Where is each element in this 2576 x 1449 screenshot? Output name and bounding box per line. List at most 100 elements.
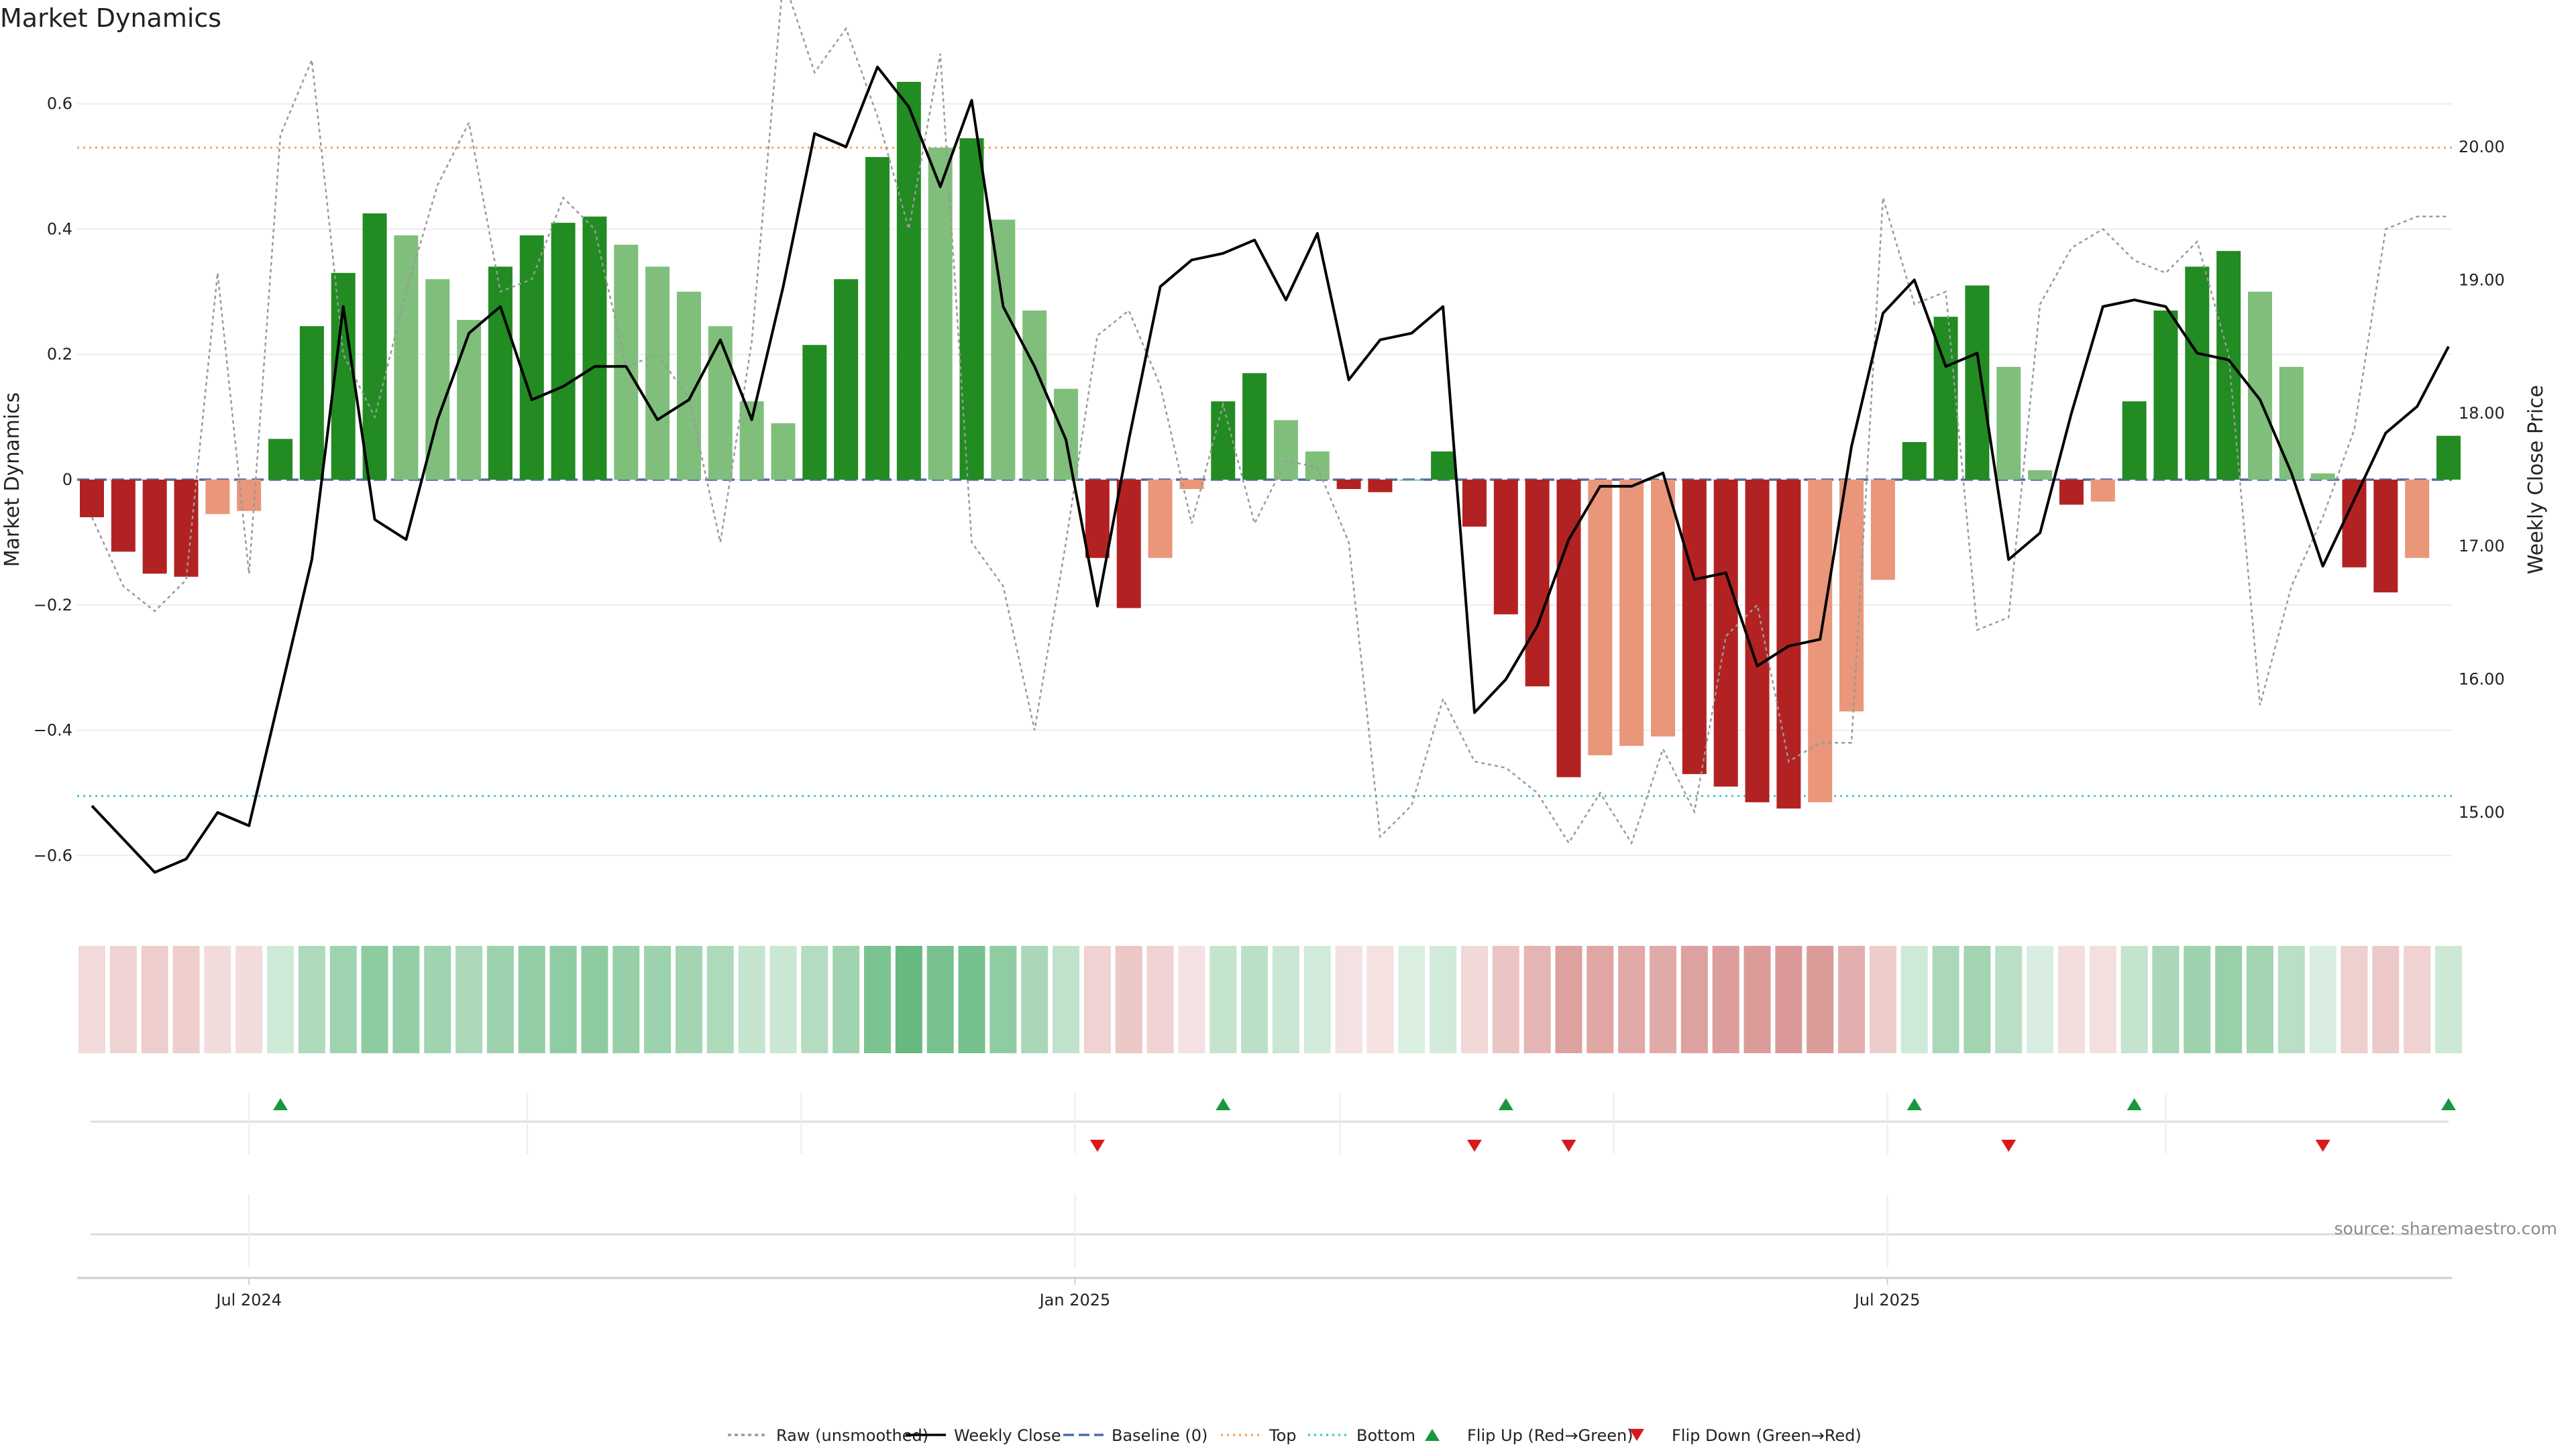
momentum-bar [268, 439, 293, 480]
momentum-bar [1651, 480, 1675, 737]
legend-label: Flip Down (Green→Red) [1672, 1426, 1862, 1445]
momentum-bar [1996, 366, 2021, 480]
momentum-bar [299, 326, 324, 480]
heat-cell [361, 946, 388, 1053]
heat-cell [1272, 946, 1299, 1053]
heat-cell [141, 946, 168, 1053]
y-left-tick-label: 0.4 [47, 219, 72, 238]
legend-swatch [1425, 1429, 1440, 1441]
legend-label: Weekly Close [954, 1426, 1061, 1445]
momentum-bar [959, 138, 984, 480]
momentum-bar [394, 235, 419, 480]
heat-cell [612, 946, 640, 1053]
momentum-bar [1242, 373, 1267, 480]
heat-cell [1743, 946, 1771, 1053]
momentum-bar [645, 266, 670, 480]
heat-cell [2341, 946, 2368, 1053]
momentum-bar [2373, 480, 2398, 593]
heat-cell [2435, 946, 2462, 1053]
momentum-bar [2059, 480, 2084, 505]
legend-item-flip_down: Flip Down (Green→Red) [1629, 1426, 1862, 1445]
raw-line [91, 0, 2449, 845]
momentum-bar [1273, 420, 1298, 480]
y-right-tick-label: 20.00 [2459, 138, 2505, 156]
flip-down-marker [2315, 1140, 2330, 1152]
momentum-bar [80, 480, 104, 518]
heat-cell [235, 946, 263, 1053]
heat-cell [2089, 946, 2116, 1053]
flip-down-marker [1089, 1140, 1105, 1152]
momentum-bar [1431, 451, 1456, 480]
legend: Raw (unsmoothed) Weekly Close Baseline (0)… [728, 1426, 1862, 1445]
heat-cell [298, 946, 325, 1053]
heat-cell [2152, 946, 2180, 1053]
legend-swatch [1629, 1429, 1644, 1441]
momentum-bar [1305, 451, 1330, 480]
momentum-bar [1682, 480, 1707, 774]
heat-cell [581, 946, 608, 1053]
heat-cell [706, 946, 734, 1053]
momentum-bar [1493, 480, 1518, 614]
flip-up-marker [273, 1098, 288, 1110]
heat-cell [1650, 946, 1676, 1053]
heat-cell [1995, 946, 2023, 1053]
heat-cell [644, 946, 672, 1053]
momentum-bar [362, 213, 387, 480]
heat-cell [172, 946, 200, 1053]
heat-cell [424, 946, 451, 1053]
heat-cell [2057, 946, 2085, 1053]
heat-cell [833, 946, 860, 1053]
legend-item-flip_up: Flip Up (Red→Green) [1425, 1426, 1633, 1445]
heat-cell [801, 946, 828, 1053]
chart-title: Market Dynamics [0, 3, 221, 33]
legend-label: Flip Up (Red→Green) [1467, 1426, 1633, 1445]
heat-cell [486, 946, 514, 1053]
heat-cell [2309, 946, 2337, 1053]
momentum-bar [1148, 480, 1173, 558]
heat-cell [675, 946, 702, 1053]
raw-series [91, 0, 2449, 845]
flip-up-marker [2127, 1098, 2142, 1110]
heat-cell [2372, 946, 2400, 1053]
y-right-tick-label: 16.00 [2459, 670, 2505, 689]
heat-cell [1587, 946, 1614, 1053]
momentum-bar [2436, 435, 2461, 480]
momentum-bars [80, 82, 2461, 809]
heat-cell [392, 946, 420, 1053]
heat-cell [1178, 946, 1205, 1053]
heat-cell [2246, 946, 2273, 1053]
heat-cell [2027, 946, 2054, 1053]
heat-cell [2404, 946, 2431, 1053]
heat-cell [1712, 946, 1739, 1053]
momentum-bar [2247, 291, 2272, 480]
heat-cell [989, 946, 1017, 1053]
heat-cell [958, 946, 985, 1053]
legend-label: Top [1269, 1426, 1297, 1445]
legend-item-top: Top [1221, 1426, 1297, 1445]
momentum-bar [142, 480, 167, 574]
momentum-bar [488, 266, 513, 480]
y-right-axis-label: Weekly Close Price [2524, 385, 2548, 574]
heat-cell [1210, 946, 1237, 1053]
momentum-bar [2310, 473, 2335, 480]
heat-cell [204, 946, 231, 1053]
momentum-bar [1902, 441, 1927, 480]
heat-cell [738, 946, 765, 1053]
momentum-bar [1525, 480, 1550, 687]
heat-cell [329, 946, 357, 1053]
momentum-bar [1179, 480, 1204, 490]
bottom-panel: Jul 2024 Jan 2025 Jul 2025 [77, 1194, 2452, 1309]
heat-cell [455, 946, 483, 1053]
y-right-tick-label: 18.00 [2459, 404, 2505, 423]
legend-item-raw: Raw (unsmoothed) [728, 1426, 928, 1445]
y-left-tick-label: 0.6 [47, 95, 72, 113]
momentum-bar [2090, 480, 2115, 502]
close-line [91, 65, 2450, 874]
y-left-tick-label: −0.2 [34, 596, 72, 614]
heat-cell [864, 946, 891, 1053]
heat-cell [1775, 946, 1803, 1053]
momentum-bar [1211, 401, 1236, 480]
flip-down-marker [2001, 1140, 2017, 1152]
momentum-bar [771, 423, 796, 480]
heat-cell [1932, 946, 1960, 1053]
